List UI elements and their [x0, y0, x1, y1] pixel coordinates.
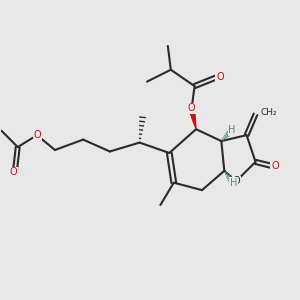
Text: O: O: [33, 130, 41, 140]
Text: H: H: [230, 178, 237, 188]
Text: O: O: [10, 167, 17, 177]
Text: O: O: [232, 176, 240, 186]
Text: H: H: [228, 125, 236, 135]
Polygon shape: [189, 108, 196, 129]
Text: O: O: [188, 103, 195, 113]
Text: O: O: [271, 161, 279, 171]
Text: CH₂: CH₂: [261, 108, 277, 117]
Text: O: O: [216, 72, 224, 82]
